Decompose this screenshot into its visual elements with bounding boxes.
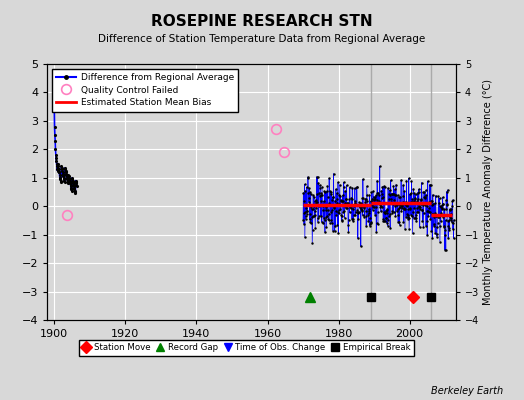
Text: Difference of Station Temperature Data from Regional Average: Difference of Station Temperature Data f… (99, 34, 425, 44)
Text: ROSEPINE RESEARCH STN: ROSEPINE RESEARCH STN (151, 14, 373, 29)
Legend: Station Move, Record Gap, Time of Obs. Change, Empirical Break: Station Move, Record Gap, Time of Obs. C… (79, 340, 414, 356)
Legend: Difference from Regional Average, Quality Control Failed, Estimated Station Mean: Difference from Regional Average, Qualit… (52, 68, 238, 112)
Y-axis label: Monthly Temperature Anomaly Difference (°C): Monthly Temperature Anomaly Difference (… (484, 79, 494, 305)
Text: Berkeley Earth: Berkeley Earth (431, 386, 503, 396)
